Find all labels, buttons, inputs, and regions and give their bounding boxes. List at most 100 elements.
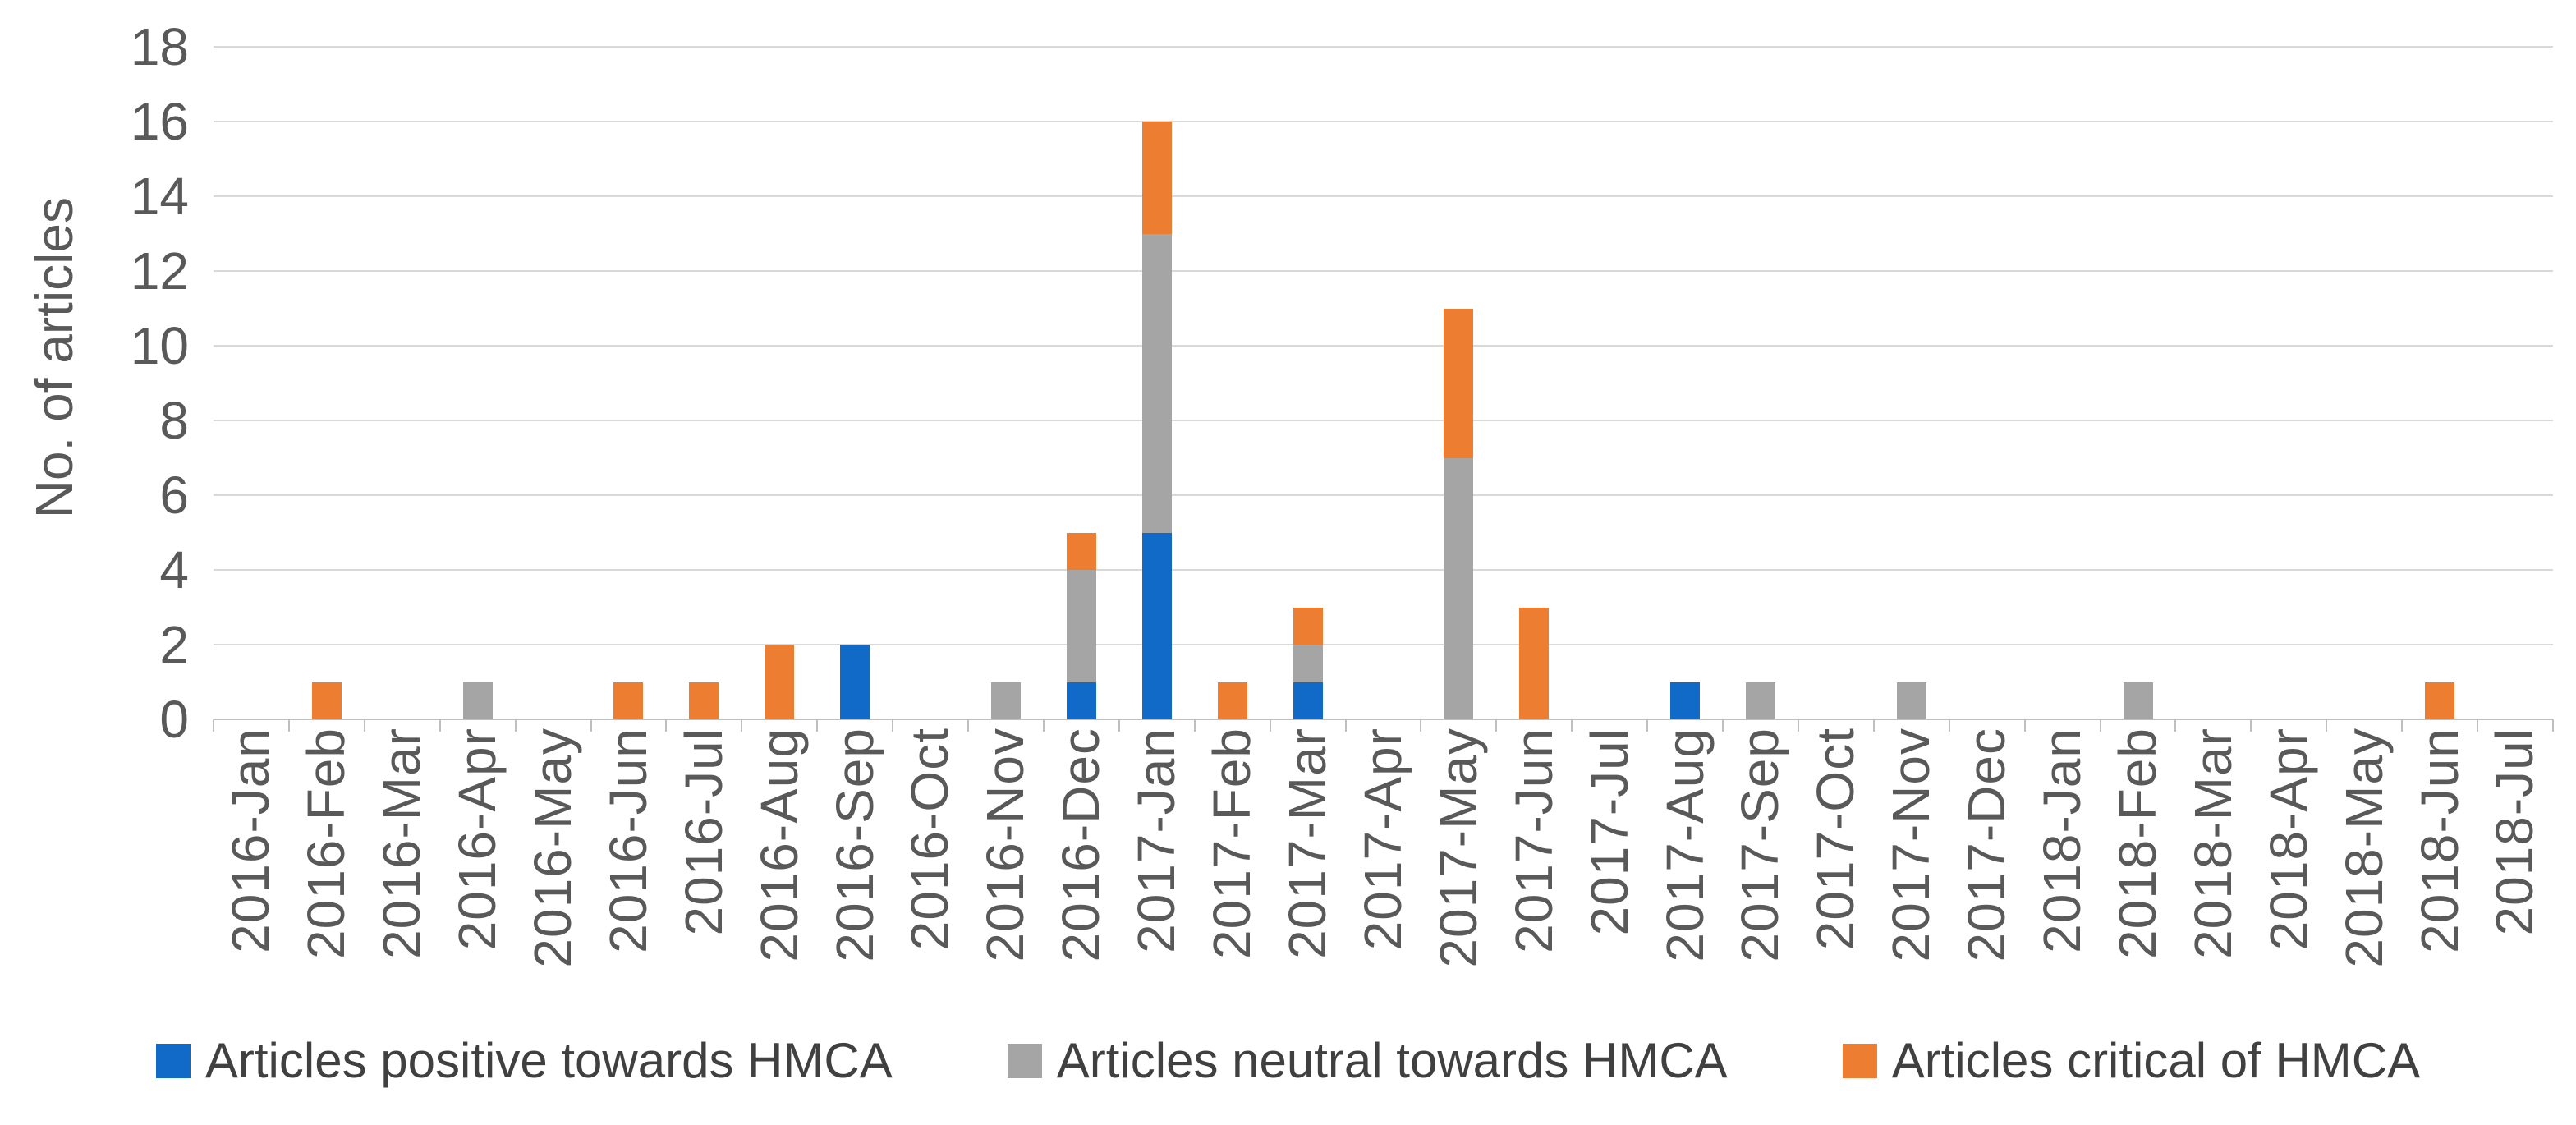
- x-tick-label: 2017-Mar: [1277, 728, 1337, 959]
- x-axis-label-slot: 2017-Jan: [1119, 728, 1195, 1033]
- x-axis-tick-mark: [1571, 719, 1573, 732]
- gridline-y-4: [214, 569, 2553, 571]
- x-axis-label-slot: 2018-May: [2326, 728, 2402, 1033]
- x-axis-label-slot: 2016-Jun: [591, 728, 667, 1033]
- x-axis-tick-mark: [1872, 719, 1875, 732]
- bar-segment: [1293, 607, 1323, 645]
- x-axis-label-slot: 2016-May: [516, 728, 591, 1033]
- x-axis-label-slot: 2018-Jun: [2402, 728, 2477, 1033]
- bar-segment: [2123, 682, 2153, 719]
- x-axis-tick-mark: [2099, 719, 2101, 732]
- x-tick-label: 2017-Jul: [1579, 728, 1639, 936]
- gridline-y-14: [214, 195, 2553, 197]
- x-tick-label: 2016-Jun: [598, 728, 658, 953]
- y-tick-label: 12: [130, 241, 189, 301]
- y-tick-label: 0: [159, 690, 189, 749]
- bar-segment: [1444, 308, 1474, 458]
- bar-segment: [1141, 532, 1172, 719]
- x-axis-tick-mark: [287, 719, 290, 732]
- bar-segment: [689, 682, 719, 719]
- x-axis-tick-mark: [1269, 719, 1271, 732]
- x-axis-tick-mark: [665, 719, 668, 732]
- x-axis-tick-mark: [514, 719, 517, 732]
- x-axis-tick-mark: [1118, 719, 1120, 732]
- bar-segment: [613, 682, 644, 719]
- gridline-y-10: [214, 345, 2553, 347]
- y-tick-label: 8: [159, 391, 189, 450]
- x-axis-label-slot: 2016-Jul: [666, 728, 742, 1033]
- x-tick-label: 2017-Jun: [1504, 728, 1564, 953]
- x-axis-label-slot: 2018-Jan: [2025, 728, 2101, 1033]
- x-axis-label-slot: 2017-Sep: [1723, 728, 1798, 1033]
- x-tick-label: 2017-Sep: [1730, 728, 1790, 962]
- y-tick-label: 18: [130, 17, 189, 76]
- x-tick-label: 2018-Feb: [2107, 728, 2167, 959]
- x-axis-label-slot: 2017-May: [1421, 728, 1496, 1033]
- bar-segment: [1896, 682, 1926, 719]
- x-axis-label-slot: 2018-Jul: [2477, 728, 2553, 1033]
- x-tick-label: 2017-Aug: [1655, 728, 1715, 962]
- bar-segment: [1293, 682, 1323, 719]
- y-tick-label: 10: [130, 316, 189, 375]
- x-axis-label-slot: 2017-Jun: [1496, 728, 1572, 1033]
- x-axis-label-slot: 2016-Dec: [1044, 728, 1119, 1033]
- x-axis-label-slot: 2016-Aug: [742, 728, 817, 1033]
- x-axis-tick-mark: [1646, 719, 1649, 732]
- x-axis-label-slot: 2016-Oct: [893, 728, 968, 1033]
- x-tick-label: 2017-Apr: [1352, 728, 1412, 951]
- x-tick-label: 2016-Feb: [296, 728, 356, 959]
- gridline-y-8: [214, 420, 2553, 421]
- x-tick-label: 2017-Oct: [1806, 728, 1866, 951]
- legend-label: Articles critical of HMCA: [1891, 1033, 2421, 1088]
- x-axis-label-slot: 2016-Mar: [365, 728, 440, 1033]
- x-axis-tick-mark: [2174, 719, 2177, 732]
- x-axis-tick-mark: [439, 719, 441, 732]
- x-tick-label: 2016-Oct: [900, 728, 960, 951]
- legend-swatch-icon: [1007, 1044, 1042, 1078]
- x-tick-label: 2017-Jan: [1127, 728, 1187, 953]
- x-tick-label: 2016-Mar: [372, 728, 432, 959]
- legend-label: Articles positive towards HMCA: [204, 1033, 893, 1088]
- x-tick-label: 2016-Nov: [976, 728, 1035, 962]
- gridline-y-18: [214, 46, 2553, 48]
- bar-segment: [1217, 682, 1247, 719]
- x-tick-label: 2016-Aug: [749, 728, 809, 962]
- x-axis-tick-mark: [816, 719, 819, 732]
- x-axis-tick-mark: [2326, 719, 2328, 732]
- gridline-y-2: [214, 644, 2553, 645]
- x-tick-label: 2018-Jun: [2409, 728, 2469, 953]
- x-tick-label: 2016-Jan: [221, 728, 281, 953]
- bar-segment: [1066, 570, 1096, 682]
- y-tick-label: 2: [159, 615, 189, 674]
- x-axis-label-slot: 2017-Dec: [1949, 728, 2025, 1033]
- x-axis-label-slot: 2018-Feb: [2101, 728, 2176, 1033]
- bar-segment: [840, 645, 870, 719]
- bar-segment: [462, 682, 493, 719]
- bar-segment: [1746, 682, 1776, 719]
- x-axis-label-slot: 2016-Apr: [440, 728, 516, 1033]
- x-axis-label-slot: 2017-Apr: [1346, 728, 1421, 1033]
- x-axis-tick-mark: [1042, 719, 1045, 732]
- bar-segment: [1293, 645, 1323, 682]
- x-tick-label: 2018-Apr: [2258, 728, 2318, 951]
- x-axis-label-slot: 2017-Mar: [1270, 728, 1346, 1033]
- x-axis-tick-mark: [741, 719, 743, 732]
- gridline-y-6: [214, 494, 2553, 496]
- bar-segment: [1444, 457, 1474, 719]
- x-axis-tick-mark: [1193, 719, 1196, 732]
- x-tick-label: 2017-Feb: [1202, 728, 1262, 959]
- x-axis-label-slot: 2016-Nov: [968, 728, 1044, 1033]
- bar-segment: [311, 682, 342, 719]
- x-tick-label: 2017-Nov: [1881, 728, 1941, 962]
- gridline-y-12: [214, 270, 2553, 272]
- x-axis-tick-mark: [1948, 719, 1950, 732]
- legend-item: Articles critical of HMCA: [1842, 1033, 2421, 1088]
- x-axis-tick-mark: [892, 719, 894, 732]
- x-axis-label-slot: 2018-Apr: [2251, 728, 2326, 1033]
- x-axis-label-slot: 2016-Sep: [817, 728, 893, 1033]
- x-axis-label-slot: 2018-Mar: [2175, 728, 2251, 1033]
- x-axis-tick-mark: [590, 719, 592, 732]
- legend-swatch-icon: [155, 1044, 191, 1078]
- gridline-y-16: [214, 121, 2553, 122]
